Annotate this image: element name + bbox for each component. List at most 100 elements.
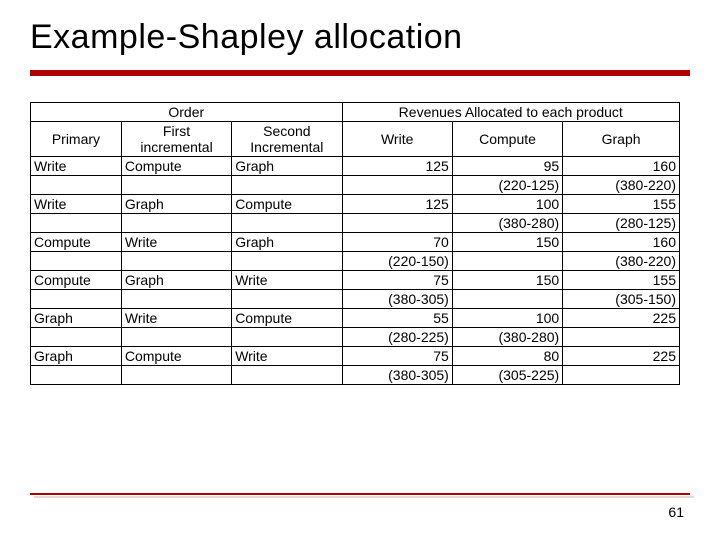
cell-write-formula: (380-305) [342,366,452,385]
cell-second: Compute [232,309,342,328]
cell-second: Graph [232,157,342,176]
cell-graph-value: 155 [563,195,680,214]
cell-primary: Compute [31,233,122,252]
table-row: (280-225) (380-280) [31,328,680,347]
cell-primary: Graph [31,309,122,328]
cell-compute-formula: (380-280) [452,328,562,347]
cell-primary: Write [31,195,122,214]
allocation-table-container: Order Revenues Allocated to each product… [30,102,680,385]
cell-empty [121,366,231,385]
cell-graph-value: 225 [563,309,680,328]
table-row: Graph Write Compute 55 100 225 [31,309,680,328]
table-row: (220-150) (380-220) [31,252,680,271]
cell-graph-value: 225 [563,347,680,366]
cell-graph-value: 155 [563,271,680,290]
cell-empty [232,252,342,271]
cell-empty [31,176,122,195]
cell-write-value: 55 [342,309,452,328]
cell-second: Write [232,347,342,366]
cell-first: Compute [121,157,231,176]
footer-line [30,493,690,495]
cell-compute-value: 150 [452,271,562,290]
table-row: (380-305) (305-150) [31,290,680,309]
cell-write-value: 75 [342,347,452,366]
cell-empty [121,328,231,347]
slide-title: Example-Shapley allocation [30,18,463,57]
cell-write-formula: (380-305) [342,290,452,309]
cell-empty [232,176,342,195]
footer-line-shadow [34,496,694,498]
cell-empty [232,328,342,347]
cell-empty [232,290,342,309]
cell-graph-formula [563,328,680,347]
subheader-primary: Primary [31,122,122,157]
cell-empty [31,214,122,233]
cell-write-value: 75 [342,271,452,290]
cell-write-formula: (220-150) [342,252,452,271]
table-row: (380-305) (305-225) [31,366,680,385]
cell-first: Write [121,233,231,252]
subheader-first-incremental: First incremental [121,122,231,157]
cell-first: Graph [121,195,231,214]
table-header-row-1: Order Revenues Allocated to each product [31,103,680,122]
table-row: Graph Compute Write 75 80 225 [31,347,680,366]
cell-primary: Compute [31,271,122,290]
page-number: 61 [668,504,684,520]
cell-second: Write [232,271,342,290]
cell-graph-value: 160 [563,157,680,176]
cell-compute-value: 100 [452,195,562,214]
cell-empty [121,176,231,195]
cell-empty [31,366,122,385]
cell-compute-formula: (305-225) [452,366,562,385]
table-row: Write Compute Graph 125 95 160 [31,157,680,176]
cell-graph-formula [563,366,680,385]
cell-empty [31,252,122,271]
cell-primary: Write [31,157,122,176]
cell-graph-formula: (305-150) [563,290,680,309]
cell-compute-value: 80 [452,347,562,366]
cell-first: Write [121,309,231,328]
cell-second: Compute [232,195,342,214]
cell-write-formula: (280-225) [342,328,452,347]
cell-compute-value: 150 [452,233,562,252]
slide: Example-Shapley allocation Order Revenue… [0,0,720,540]
cell-second: Graph [232,233,342,252]
cell-compute-value: 100 [452,309,562,328]
table-row: Write Graph Compute 125 100 155 [31,195,680,214]
cell-graph-formula: (280-125) [563,214,680,233]
allocation-table: Order Revenues Allocated to each product… [30,102,680,385]
cell-compute-formula [452,252,562,271]
title-underline [30,70,690,76]
table-row: (220-125) (380-220) [31,176,680,195]
cell-empty [31,328,122,347]
cell-compute-formula [452,290,562,309]
cell-first: Compute [121,347,231,366]
subheader-write: Write [342,122,452,157]
cell-graph-value: 160 [563,233,680,252]
cell-empty [232,214,342,233]
cell-empty [121,214,231,233]
cell-write-value: 70 [342,233,452,252]
cell-compute-formula: (220-125) [452,176,562,195]
cell-graph-formula: (380-220) [563,176,680,195]
cell-write-value: 125 [342,157,452,176]
table-row: (380-280) (280-125) [31,214,680,233]
subheader-graph: Graph [563,122,680,157]
cell-empty [121,252,231,271]
cell-write-formula [342,176,452,195]
cell-write-value: 125 [342,195,452,214]
table-header-row-2: Primary First incremental Second Increme… [31,122,680,157]
cell-primary: Graph [31,347,122,366]
header-order: Order [31,103,343,122]
cell-graph-formula: (380-220) [563,252,680,271]
subheader-compute: Compute [452,122,562,157]
table-row: Compute Write Graph 70 150 160 [31,233,680,252]
subheader-second-incremental: Second Incremental [232,122,342,157]
table-row: Compute Graph Write 75 150 155 [31,271,680,290]
header-revenues: Revenues Allocated to each product [342,103,679,122]
cell-compute-formula: (380-280) [452,214,562,233]
cell-empty [31,290,122,309]
cell-compute-value: 95 [452,157,562,176]
cell-write-formula [342,214,452,233]
cell-empty [121,290,231,309]
